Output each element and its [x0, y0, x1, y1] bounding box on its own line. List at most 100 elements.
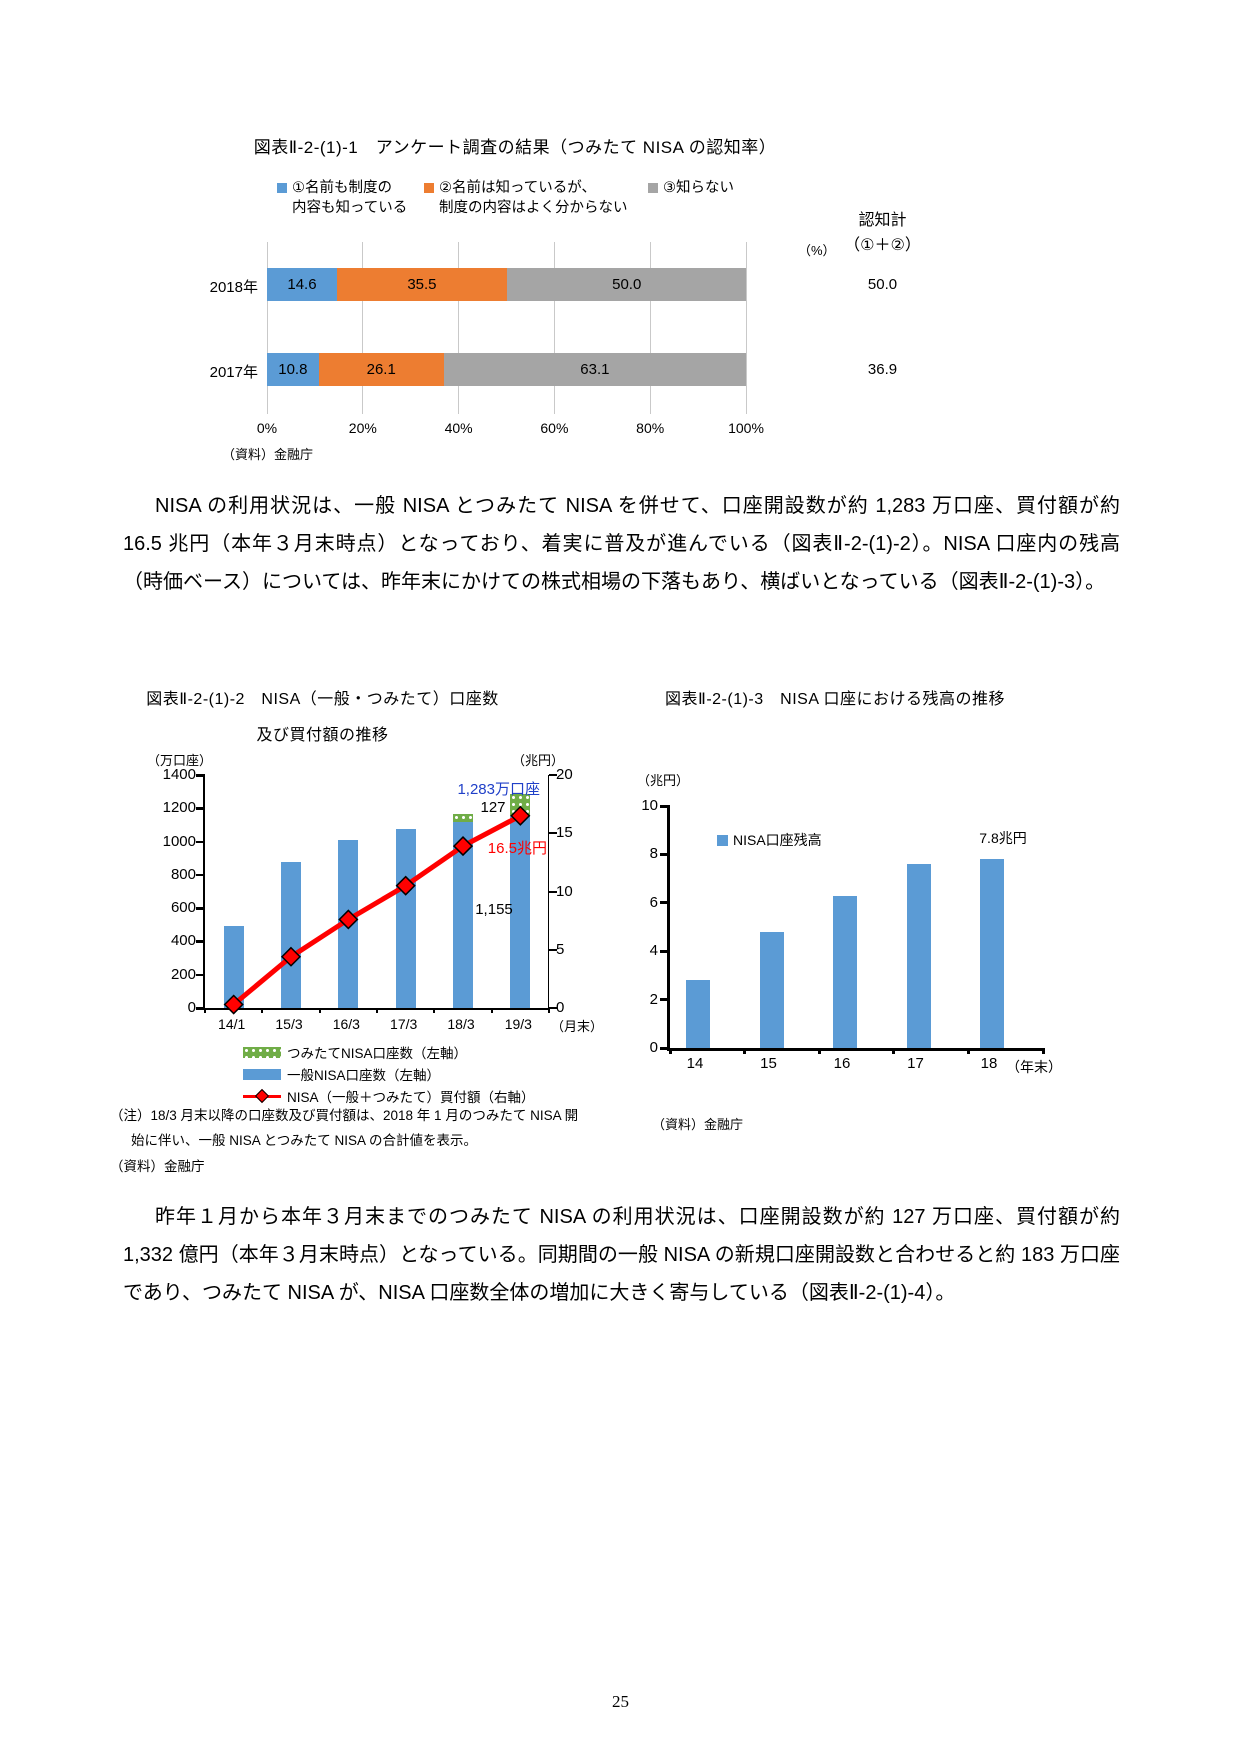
- balance-bar: [980, 859, 1004, 1048]
- accounts-legend: つみたてNISA口座数（左軸） 一般NISA口座数（左軸） NISA（一般＋つみたて…: [243, 1041, 535, 1107]
- accounts-bottom-tick: [318, 1008, 321, 1013]
- accounts-note-line1: （注）18/3 月末以降の口座数及び買付額は、2018 年 1 月のつみたて N…: [110, 1108, 579, 1123]
- survey-bar-segment: 10.8: [267, 353, 319, 386]
- survey-chart-title: 図表Ⅱ-2-(1)-1 アンケート調査の結果（つみたて NISA の認知率）: [253, 138, 777, 157]
- body-paragraph-2: 昨年１月から本年３月末までのつみたて NISA の利用状況は、口座開設数が約 1…: [123, 1206, 1120, 1304]
- balance-bottom-tick: [1041, 1048, 1045, 1054]
- survey-x-tick-label: 60%: [540, 420, 569, 436]
- balance-y-tick: [660, 998, 670, 1002]
- survey-segment-value: 50.0: [612, 276, 642, 293]
- balance-y-tick-label: 0: [649, 1039, 658, 1056]
- survey-bar-segment: 35.5: [336, 268, 507, 301]
- accounts-bottom-tick: [490, 1008, 493, 1013]
- survey-legend-label: ①名前も制度の 内容も知っている: [292, 180, 408, 216]
- balance-y-tick-label: 2: [649, 990, 658, 1008]
- survey-total-header: 認知計 （①＋②）: [830, 208, 935, 258]
- accounts-left-tick-label: 1000: [162, 832, 196, 850]
- balance-y-tick: [660, 804, 670, 808]
- balance-bar: [759, 931, 784, 1048]
- accounts-left-tick: [196, 1007, 205, 1010]
- body-paragraph-1: NISA の利用状況は、一般 NISA とつみたて NISA を併せて、口座開設…: [123, 495, 1120, 593]
- accounts-right-tick: [549, 890, 557, 893]
- accounts-right-tick-label: 5: [556, 940, 565, 958]
- accounts-right-axis: [547, 775, 549, 1008]
- balance-bar: [906, 864, 931, 1048]
- survey-legend-label: ③知らない: [663, 180, 734, 196]
- balance-y-tick: [660, 901, 670, 905]
- accounts-left-tick: [196, 807, 205, 810]
- accounts-annotation: 1,155: [475, 901, 513, 918]
- accounts-legend-label: 一般NISA口座数（左軸）: [287, 1068, 441, 1083]
- accounts-x-unit: （月末）: [551, 1019, 604, 1034]
- general-legend-swatch-icon: [243, 1068, 281, 1080]
- accounts-right-tick: [549, 948, 557, 951]
- accounts-right-tick: [549, 832, 557, 835]
- survey-grid-line: [745, 242, 747, 414]
- accounts-left-tick: [196, 774, 205, 777]
- accounts-bottom-tick: [548, 1008, 550, 1013]
- accounts-note-line2: 始に伴い、一般 NISA とつみたて NISA の合計値を表示。: [131, 1133, 477, 1148]
- accounts-right-tick-label: 10: [556, 882, 573, 900]
- balance-top-label: 7.8兆円: [979, 830, 1027, 846]
- survey-legend-swatch-icon: [424, 183, 434, 193]
- survey-source: （資料）金融庁: [222, 447, 314, 462]
- balance-bar: [833, 895, 857, 1048]
- balance-y-tick-label: 10: [641, 797, 658, 814]
- accounts-bottom-tick: [376, 1008, 378, 1013]
- accounts-left-tick-label: 1400: [162, 766, 196, 783]
- survey-row-label: 2018年: [209, 279, 258, 296]
- accounts-bar-general: [223, 926, 244, 1008]
- accounts-legend-item: NISA（一般＋つみたて）買付額（右軸）: [243, 1085, 535, 1107]
- balance-bottom-tick: [743, 1048, 747, 1054]
- survey-total-header-line2: （①＋②）: [844, 237, 921, 254]
- accounts-legend-label: NISA（一般＋つみたて）買付額（右軸）: [287, 1090, 535, 1105]
- accounts-bottom-tick: [204, 1008, 206, 1013]
- accounts-bar-general: [395, 829, 416, 1008]
- survey-grid-line: [266, 242, 268, 414]
- balance-y-tick-label: 4: [649, 942, 658, 960]
- balance-bottom-tick: [966, 1048, 970, 1054]
- balance-bottom-tick: [892, 1048, 896, 1054]
- survey-total-value: 36.9: [867, 361, 898, 378]
- balance-plot: [660, 804, 1045, 1054]
- survey-segment-value: 14.6: [287, 276, 317, 293]
- survey-segment-value: 63.1: [580, 361, 610, 378]
- accounts-chart-title-line1: 図表Ⅱ-2-(1)-2 NISA（一般・つみたて）口座数: [146, 691, 499, 708]
- page-number: 25: [612, 1692, 629, 1711]
- survey-legend-item: ③知らない: [648, 178, 734, 198]
- accounts-right-axis-unit: （兆円）: [512, 753, 565, 768]
- survey-bar-segment: 63.1: [443, 353, 746, 386]
- balance-y-tick-label: 8: [649, 845, 658, 863]
- survey-legend-swatch-icon: [648, 183, 658, 193]
- balance-x-tick-label: 15: [760, 1055, 777, 1072]
- balance-legend: NISA口座残高: [717, 830, 822, 850]
- balance-x-tick-label: 17: [907, 1055, 924, 1072]
- balance-x-tick-label: 18: [980, 1055, 998, 1072]
- accounts-left-tick-label: 0: [187, 999, 196, 1016]
- survey-row-label: 2017年: [209, 364, 258, 381]
- survey-grid-line: [649, 242, 651, 414]
- balance-y-tick: [660, 949, 670, 953]
- accounts-right-tick: [549, 1007, 557, 1009]
- accounts-left-tick-label: 400: [170, 932, 196, 950]
- accounts-left-tick: [196, 940, 205, 943]
- accounts-x-tick-label: 19/3: [504, 1016, 532, 1032]
- survey-plot: 14.6 35.5 50.0 10.8 26.1 63.1: [266, 242, 747, 414]
- survey-bar-segment: 14.6: [267, 268, 337, 301]
- survey-total-value: 50.0: [867, 276, 898, 293]
- accounts-x-tick-label: 16/3: [332, 1016, 360, 1032]
- balance-legend-label: NISA口座残高: [733, 832, 822, 848]
- accounts-left-tick-label: 600: [170, 899, 196, 917]
- accounts-right-tick: [549, 774, 557, 776]
- accounts-left-tick-label: 1200: [162, 799, 196, 817]
- survey-x-tick-label: 0%: [256, 420, 278, 436]
- accounts-right-tick-label: 15: [556, 824, 573, 842]
- accounts-bar-general: [338, 839, 359, 1008]
- accounts-x-tick-label: 17/3: [390, 1016, 418, 1032]
- balance-axis-unit: （兆円）: [637, 773, 690, 788]
- accounts-annotation: 127: [480, 799, 506, 816]
- accounts-bottom-tick: [261, 1008, 264, 1013]
- balance-y-tick: [660, 852, 670, 856]
- survey-grid-line: [553, 242, 555, 414]
